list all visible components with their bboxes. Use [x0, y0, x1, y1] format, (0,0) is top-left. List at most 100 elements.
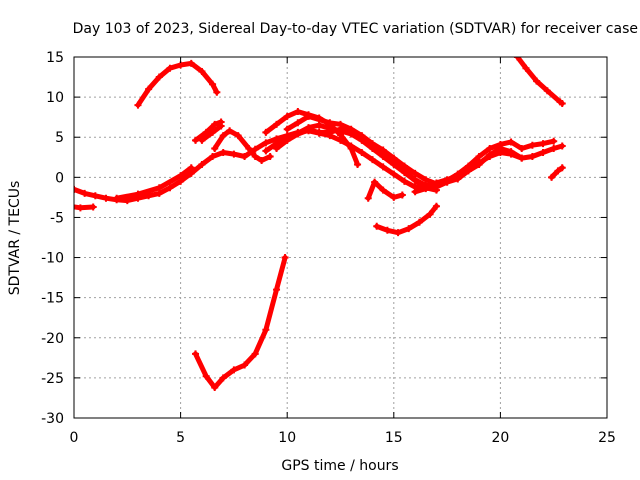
data-point	[475, 160, 483, 168]
data-point	[305, 112, 313, 120]
data-point	[219, 374, 227, 382]
data-point	[202, 372, 210, 380]
data-point	[379, 186, 387, 194]
data-point	[337, 120, 344, 128]
y-tick-label: 10	[46, 90, 64, 106]
data-point	[558, 100, 566, 108]
data-point	[177, 172, 185, 180]
data-point	[432, 183, 440, 191]
data-point	[432, 202, 440, 210]
data-point	[507, 148, 515, 156]
data-point	[209, 80, 217, 88]
data-point	[315, 128, 323, 136]
data-point	[411, 169, 419, 177]
data-point	[102, 194, 110, 202]
grid	[74, 57, 607, 418]
data-point	[422, 176, 430, 184]
series-trace-15	[134, 59, 221, 109]
data-layer	[74, 57, 566, 392]
data-point	[192, 136, 200, 144]
series-trace-10	[283, 112, 451, 188]
data-point	[528, 152, 536, 160]
data-point	[539, 140, 547, 148]
data-point	[211, 384, 219, 392]
data-point	[166, 184, 174, 192]
y-tick-label: -20	[41, 331, 64, 347]
data-point	[251, 152, 259, 160]
data-point	[368, 140, 376, 148]
data-point	[513, 57, 521, 61]
data-point	[166, 64, 174, 72]
series-trace-3	[74, 203, 97, 212]
data-point	[475, 152, 483, 160]
data-point	[211, 120, 219, 128]
series-line	[193, 255, 288, 390]
data-point	[522, 64, 530, 72]
x-tick-label: 0	[70, 430, 79, 446]
data-point	[358, 132, 366, 140]
series-trace-16	[513, 57, 566, 108]
data-point	[281, 254, 289, 262]
x-tick-label: 20	[491, 430, 509, 446]
data-point	[134, 190, 142, 198]
data-point	[258, 156, 266, 164]
y-axis-label: SDTVAR / TECUs	[7, 181, 23, 296]
data-point	[379, 146, 387, 154]
data-point	[371, 178, 379, 186]
data-point	[219, 148, 227, 156]
data-point	[283, 125, 291, 133]
data-point	[113, 194, 121, 202]
y-tick-label: -5	[50, 210, 64, 226]
data-point	[202, 128, 210, 136]
y-tick-label: 15	[46, 50, 64, 66]
data-point	[262, 326, 270, 334]
data-point	[507, 138, 515, 146]
data-point	[294, 119, 302, 127]
series-line	[193, 119, 224, 143]
series-trace-2	[113, 164, 195, 202]
data-point	[354, 160, 362, 168]
data-point	[518, 154, 526, 162]
data-point	[262, 147, 270, 155]
data-point	[187, 164, 195, 172]
data-point	[326, 119, 334, 127]
data-point	[134, 101, 142, 109]
data-point	[294, 130, 302, 138]
data-point	[496, 144, 504, 152]
data-point	[209, 152, 217, 160]
data-point	[230, 150, 238, 158]
ticks: 0 5 10 15 20 25 -30 -25 -20 -15 -10 -5 0 5 10 15	[41, 50, 616, 446]
data-point	[245, 144, 253, 152]
series-trace-17	[548, 164, 566, 181]
series-line	[274, 126, 439, 188]
data-point	[443, 178, 451, 186]
data-point	[326, 128, 334, 136]
series-trace-4	[198, 122, 225, 144]
data-point	[558, 164, 566, 172]
data-point	[550, 144, 558, 152]
data-point	[91, 192, 99, 200]
data-point	[273, 144, 281, 152]
data-point	[76, 204, 84, 212]
y-tick-label: -25	[41, 371, 64, 387]
data-point	[358, 148, 366, 156]
plot-frame	[73, 56, 608, 419]
data-point	[554, 167, 562, 175]
data-point	[226, 127, 234, 135]
data-point	[262, 128, 270, 136]
data-point	[486, 151, 494, 159]
data-point	[558, 142, 566, 150]
data-point	[155, 73, 163, 81]
data-point	[533, 77, 541, 85]
data-point	[213, 88, 221, 96]
data-point	[400, 177, 408, 185]
data-point	[283, 136, 291, 144]
series-line	[549, 165, 565, 180]
series-trace-12	[373, 202, 440, 237]
data-point	[155, 184, 163, 192]
data-point	[390, 193, 398, 201]
y-tick-label: -10	[41, 251, 64, 267]
data-point	[405, 225, 413, 233]
data-point	[217, 118, 225, 126]
data-point	[315, 116, 323, 124]
